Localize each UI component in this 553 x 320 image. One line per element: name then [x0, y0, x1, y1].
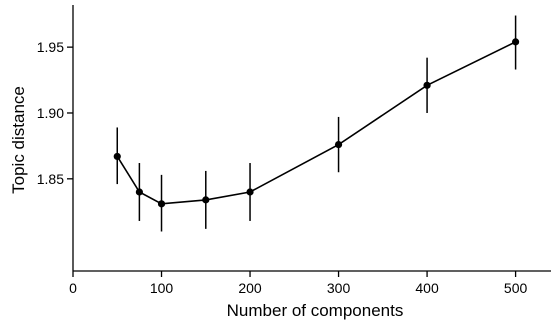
data-point [157, 200, 166, 208]
error-bars [116, 15, 517, 232]
x-tick-label: 500 [504, 280, 528, 296]
axes [72, 5, 551, 272]
x-tick-label: 400 [415, 280, 439, 296]
x-tick-label: 300 [327, 280, 351, 296]
y-tick-label: 1.95 [37, 39, 64, 55]
data-point [423, 81, 431, 89]
y-tick-label: 1.90 [37, 105, 64, 121]
data-point [135, 188, 143, 196]
x-tick-label: 200 [238, 280, 262, 296]
series-line [116, 41, 516, 205]
y-axis-label: Topic distance [9, 86, 28, 194]
y-ticks: 1.85 1.90 1.95 [37, 39, 73, 187]
data-points [113, 38, 520, 208]
data-point [334, 140, 343, 149]
y-tick-label: 1.85 [37, 171, 64, 187]
data-point [246, 188, 254, 196]
x-ticks: 0 100 200 300 400 500 [69, 271, 527, 296]
data-point [202, 196, 210, 204]
x-axis-label: Number of components [227, 301, 404, 320]
data-point [113, 152, 121, 161]
data-point [511, 38, 520, 46]
x-tick-label: 100 [150, 280, 174, 296]
x-tick-label: 0 [69, 280, 77, 296]
